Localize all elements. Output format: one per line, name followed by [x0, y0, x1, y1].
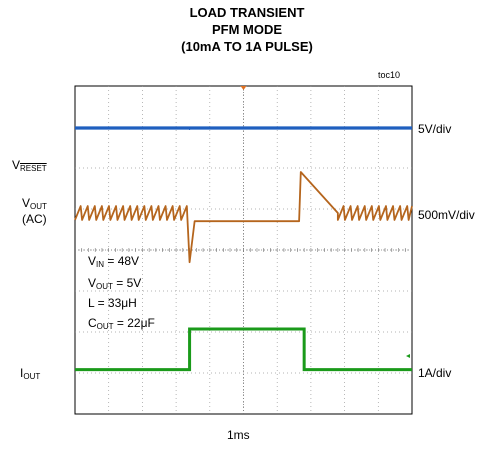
iout-label: IOUT [20, 366, 41, 381]
x-scale-label: 1ms [227, 428, 250, 442]
ch3-scale-label: 1A/div [418, 366, 452, 380]
ch1-scale-label: 5V/div [418, 122, 452, 136]
condition-vout: VOUT = 5V [88, 276, 142, 291]
condition-inductor: L = 33μH [88, 296, 137, 310]
condition-cout: COUT = 22μF [88, 316, 155, 331]
vout-label: VOUT [22, 196, 47, 211]
trigger-marker [240, 86, 247, 90]
title-line-3: (10mA TO 1A PULSE) [181, 39, 313, 54]
condition-vin: VIN = 48V [88, 254, 140, 269]
vreset-label: VRESET [12, 158, 47, 173]
series-iout [75, 327, 412, 372]
toc-label: toc10 [378, 70, 401, 80]
title-line-2: PFM MODE [211, 22, 283, 37]
ground-marker-iout [406, 354, 410, 358]
vout-ac-label: (AC) [22, 212, 47, 226]
chart-title: LOAD TRANSIENT PFM MODE (10mA TO 1A PULS… [0, 4, 494, 55]
ch2-scale-label: 500mV/div [418, 208, 475, 222]
series-vout [74, 171, 413, 264]
title-line-1: LOAD TRANSIENT [189, 5, 305, 20]
